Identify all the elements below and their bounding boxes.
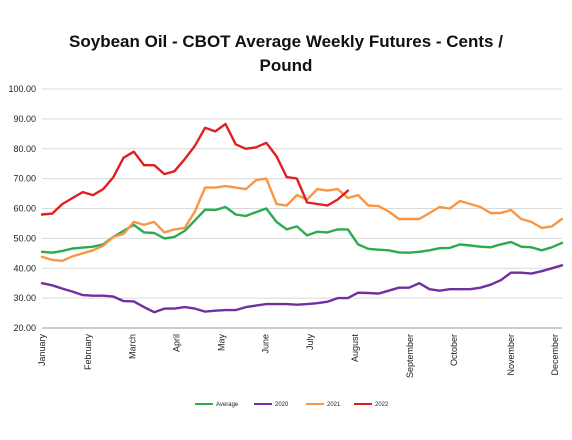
x-tick-label: October bbox=[449, 334, 459, 366]
x-tick-label: June bbox=[260, 334, 270, 354]
x-tick-label: March bbox=[128, 334, 138, 359]
x-tick-label: November bbox=[506, 334, 516, 376]
x-tick-label: February bbox=[83, 334, 93, 371]
y-tick-label: 40.00 bbox=[13, 263, 36, 273]
series-line-2020 bbox=[40, 264, 564, 314]
chart-title-line-1: Soybean Oil - CBOT Average Weekly Future… bbox=[69, 32, 503, 51]
chart-title-line-2: Pound bbox=[259, 56, 313, 75]
legend-label-2020: 2020 bbox=[275, 402, 289, 408]
y-tick-label: 80.00 bbox=[13, 144, 36, 154]
y-tick-label: 20.00 bbox=[13, 323, 36, 333]
y-axis-ticks: 20.00 30.00 40.00 50.00 60.00 70.00 80.00 90.00… bbox=[8, 84, 36, 333]
y-tick-label: 30.00 bbox=[13, 293, 36, 303]
y-tick-label: 70.00 bbox=[13, 174, 36, 184]
legend-label-2021: 2021 bbox=[327, 402, 341, 408]
series-line-2021 bbox=[40, 177, 564, 262]
gridlines bbox=[42, 88, 562, 329]
x-tick-label: July bbox=[305, 334, 315, 351]
series-line-2022 bbox=[40, 122, 350, 216]
legend-label-average: Average bbox=[216, 402, 239, 408]
y-tick-label: 60.00 bbox=[13, 204, 36, 214]
y-tick-label: 50.00 bbox=[13, 233, 36, 243]
x-tick-label: January bbox=[37, 334, 47, 367]
chart-title: Soybean Oil - CBOT Average Weekly Future… bbox=[0, 30, 572, 78]
y-tick-label: 100.00 bbox=[8, 84, 36, 94]
legend: Average 2020 2021 2022 bbox=[195, 402, 389, 408]
y-tick-label: 90.00 bbox=[13, 114, 36, 124]
x-tick-label: September bbox=[405, 334, 415, 378]
x-axis-ticks: January February March April May June July Augu… bbox=[37, 334, 560, 379]
x-tick-label: December bbox=[550, 334, 560, 376]
legend-label-2022: 2022 bbox=[375, 402, 389, 408]
x-tick-label: August bbox=[350, 334, 360, 363]
series-line-average bbox=[40, 205, 564, 254]
series-lines bbox=[40, 122, 564, 314]
x-tick-label: April bbox=[172, 334, 182, 352]
x-tick-label: May bbox=[216, 334, 226, 352]
